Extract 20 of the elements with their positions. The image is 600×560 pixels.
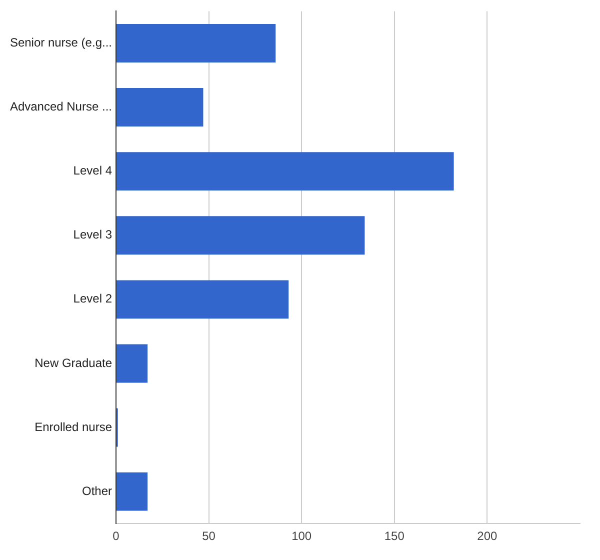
bar (116, 88, 204, 126)
y-tick-label: Senior nurse (e.g... (10, 36, 112, 50)
y-tick-label: Level 3 (73, 228, 112, 242)
x-tick-label: 150 (384, 529, 405, 544)
y-tick-label: Level 2 (73, 292, 112, 306)
bar (116, 472, 148, 511)
x-tick-label: 50 (202, 529, 216, 544)
bar (116, 344, 148, 383)
y-tick-label: New Graduate (34, 356, 112, 370)
bar (116, 216, 365, 255)
bar (116, 152, 454, 191)
y-tick-label: Other (82, 484, 112, 498)
x-tick-label: 100 (292, 529, 312, 544)
x-tick-label: 0 (112, 529, 120, 544)
bar (116, 280, 289, 319)
bar (116, 24, 276, 62)
y-tick-label: Level 4 (73, 164, 112, 178)
y-tick-label: Enrolled nurse (34, 420, 112, 434)
x-tick-label: 200 (477, 529, 498, 544)
y-tick-label: Advanced Nurse ... (10, 100, 112, 114)
